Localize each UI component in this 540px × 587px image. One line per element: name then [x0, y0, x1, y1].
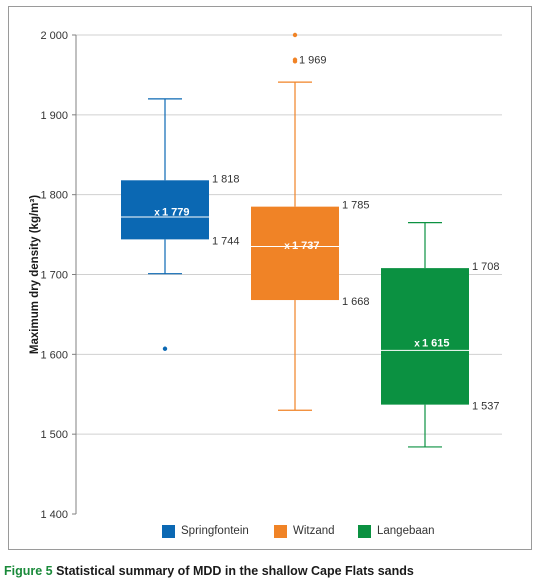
witzand-mean-label: 1 737	[292, 240, 320, 252]
legend-item-springfontein: Springfontein	[162, 523, 249, 539]
witzand-outlier-2	[292, 32, 298, 38]
y-tick-label-6: 2 000	[40, 30, 68, 42]
legend: Springfontein Witzand Langebaan	[0, 523, 540, 541]
legend-swatch-springfontein	[162, 524, 175, 538]
witzand-box	[251, 206, 339, 301]
springfontein-box	[121, 180, 209, 240]
y-axis-label: Maximum dry density (kg/m³)	[29, 195, 41, 354]
legend-label-springfontein: Springfontein	[181, 525, 249, 537]
springfontein-mean-marker: x	[154, 207, 160, 218]
y-tick-label-1: 1 500	[40, 429, 68, 441]
springfontein-q3-label: 1 818	[212, 173, 240, 185]
springfontein-mean-label: 1 779	[162, 206, 190, 218]
y-tick-label-5: 1 900	[40, 110, 68, 122]
witzand-mean-marker: x	[284, 241, 290, 252]
langebaan-q1-label: 1 537	[472, 401, 500, 413]
legend-label-langebaan: Langebaan	[377, 525, 435, 537]
witzand-outlier-1	[292, 57, 298, 62]
witzand-outlier-label: 1 969	[299, 55, 327, 67]
y-tick-label-2: 1 600	[40, 349, 68, 361]
langebaan-mean-label: 1 615	[422, 337, 450, 349]
y-tick-label-0: 1 400	[40, 509, 68, 521]
legend-label-witzand: Witzand	[293, 525, 335, 537]
legend-item-witzand: Witzand	[274, 523, 335, 539]
langebaan-q3-label: 1 708	[472, 261, 500, 273]
springfontein-outlier-0	[162, 346, 168, 351]
legend-swatch-witzand	[274, 524, 287, 538]
caption-text: Statistical summary of MDD in the shallo…	[52, 564, 414, 578]
springfontein-q1-label: 1 744	[212, 235, 240, 247]
witzand-q1-label: 1 668	[342, 296, 370, 308]
figure-label: Figure 5	[4, 564, 53, 578]
figure-caption: Figure 5 Statistical summary of MDD in t…	[4, 564, 414, 578]
langebaan-box	[381, 268, 469, 405]
y-tick-label-4: 1 800	[40, 190, 68, 202]
langebaan-mean-marker: x	[414, 338, 420, 349]
legend-item-langebaan: Langebaan	[358, 523, 435, 539]
y-tick-label-3: 1 700	[40, 270, 68, 282]
legend-swatch-langebaan	[358, 524, 371, 538]
witzand-q3-label: 1 785	[342, 200, 370, 212]
